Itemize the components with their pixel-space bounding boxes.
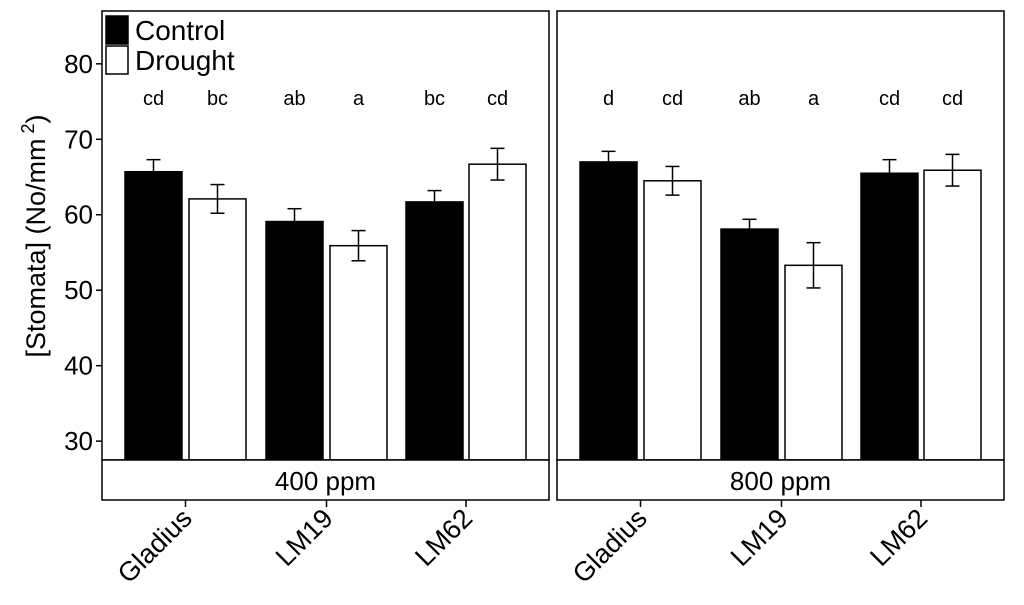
- legend-label-control: Control: [135, 15, 225, 46]
- y-axis-title-main: [Stomata] (No/mm: [21, 138, 51, 357]
- significance-letter: d: [603, 88, 614, 110]
- significance-letter: cd: [487, 88, 508, 110]
- bar-control-lm62: [860, 172, 919, 461]
- x-tick-label: LM62: [864, 503, 933, 572]
- y-axis-title: [Stomata] (No/mm 2): [18, 114, 51, 357]
- bar-drought-lm62: [923, 169, 982, 461]
- x-tick-label: LM19: [725, 503, 794, 572]
- legend-swatch-control: [105, 15, 129, 45]
- y-tick-label: 60: [64, 200, 93, 230]
- facet-strip: [556, 459, 1005, 501]
- facet-strip-label: 800 ppm: [730, 466, 831, 496]
- bar-control-lm19: [265, 220, 324, 461]
- bar-drought-lm19: [784, 264, 843, 461]
- y-tick-label: 30: [64, 426, 93, 456]
- legend-swatch-drought: [105, 45, 129, 75]
- bar-control-lm19: [720, 228, 779, 461]
- significance-letter: cd: [942, 88, 963, 110]
- y-axis-title-superscript: 2: [18, 123, 38, 138]
- significance-letter: ab: [283, 88, 305, 110]
- significance-letter: bc: [207, 88, 228, 110]
- y-tick-label: 70: [64, 124, 93, 154]
- bar-control-gladius: [124, 170, 183, 461]
- bar-drought-lm62: [468, 163, 527, 461]
- x-tick-label: Gladius: [112, 503, 198, 589]
- y-axis-label: [Stomata] (No/mm 2): [18, 114, 51, 357]
- y-tick-label: 80: [64, 49, 93, 79]
- bar-drought-lm19: [329, 244, 388, 461]
- y-axis: 30 40 50 60 70 80: [64, 49, 102, 456]
- facet-strip-label: 400 ppm: [275, 466, 376, 496]
- significance-letter: bc: [424, 88, 445, 110]
- bar-drought-gladius: [188, 198, 247, 461]
- y-tick-label: 50: [64, 275, 93, 305]
- significance-letter: cd: [143, 88, 164, 110]
- x-tick-label: LM19: [270, 503, 339, 572]
- facet-panel-1: cd bc ab a bc cd 400 ppm Gladius LM19 LM62: [101, 10, 550, 589]
- significance-letter: cd: [662, 88, 683, 110]
- significance-letter: cd: [879, 88, 900, 110]
- y-tick-label: 40: [64, 351, 93, 381]
- legend-label-drought: Drought: [135, 45, 235, 76]
- significance-letter: a: [808, 88, 820, 110]
- x-tick-label: LM62: [409, 503, 478, 572]
- bar-control-gladius: [579, 161, 638, 461]
- x-tick-label: Gladius: [567, 503, 653, 589]
- bar-control-lm62: [405, 201, 464, 461]
- facet-panel-2: d cd ab a cd cd 800 ppm Gladius LM19 LM62: [556, 10, 1005, 589]
- bar-drought-gladius: [643, 180, 702, 461]
- significance-letter: a: [353, 88, 365, 110]
- y-axis-title-close: ): [21, 114, 51, 123]
- significance-letter: ab: [738, 88, 760, 110]
- facet-strip: [101, 459, 550, 501]
